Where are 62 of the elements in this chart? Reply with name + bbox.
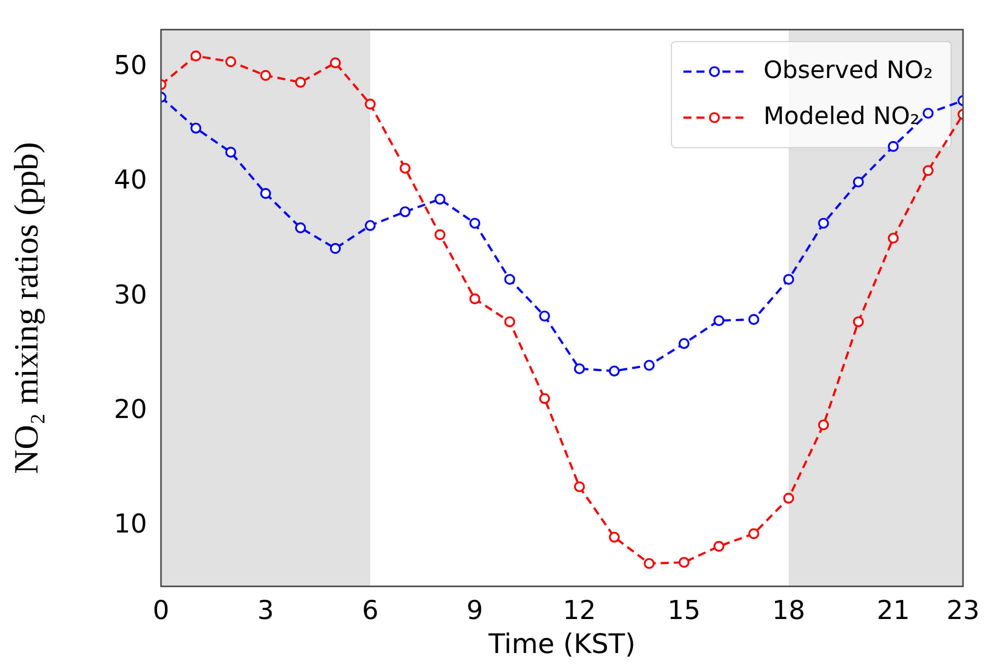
point <box>225 146 236 158</box>
point <box>504 274 516 285</box>
point <box>852 176 864 188</box>
point <box>888 141 899 152</box>
x-axis-title: Time (KST) <box>487 628 636 660</box>
point <box>608 366 620 376</box>
point <box>504 316 516 328</box>
point <box>434 229 446 240</box>
point <box>260 188 272 199</box>
y-tick-label: 20 <box>114 394 147 425</box>
point <box>678 556 690 568</box>
point <box>295 76 306 88</box>
point <box>364 98 376 110</box>
point <box>190 50 202 62</box>
point <box>644 360 655 371</box>
point <box>714 315 724 326</box>
point <box>783 492 794 504</box>
point <box>783 274 794 285</box>
point <box>818 218 829 229</box>
point <box>539 310 550 322</box>
point <box>330 243 341 254</box>
point <box>818 419 829 430</box>
point <box>469 218 480 229</box>
point <box>748 528 760 540</box>
y-tick-label: 30 <box>114 280 147 310</box>
x-tick-label: 15 <box>667 596 701 626</box>
x-tick-label: 0 <box>152 596 170 626</box>
point <box>260 70 272 81</box>
x-tick-label: 3 <box>257 596 274 626</box>
point <box>295 222 306 234</box>
point <box>225 56 236 68</box>
point <box>469 293 480 304</box>
point <box>714 540 724 552</box>
point <box>400 162 410 174</box>
point <box>364 220 376 231</box>
point <box>678 338 690 349</box>
legend-label: Modeled NO₂ <box>763 102 920 130</box>
point <box>400 206 410 218</box>
point <box>852 316 864 328</box>
y-tick-label: 40 <box>114 166 147 196</box>
point <box>922 108 934 119</box>
x-tick-label: 6 <box>362 596 378 626</box>
y-tick-label: 50 <box>114 51 147 82</box>
x-tick-label: 12 <box>562 596 596 626</box>
point <box>888 232 899 244</box>
point <box>748 314 760 325</box>
point <box>330 57 341 68</box>
point <box>574 363 585 374</box>
y-tick-label: 10 <box>114 509 147 540</box>
legend-label: Observed NO₂ <box>763 56 934 84</box>
y-axis-title: NO₂ mixing ratios (ppb) <box>8 142 46 474</box>
point <box>434 194 446 205</box>
point <box>608 532 620 543</box>
x-tick-label: 21 <box>876 596 910 626</box>
point <box>922 165 934 176</box>
x-tick-label: 18 <box>772 596 806 626</box>
point <box>190 122 202 134</box>
x-tick-label: 23 <box>946 596 980 626</box>
point <box>539 393 550 404</box>
x-tick-label: 9 <box>466 596 484 626</box>
point <box>644 558 655 569</box>
point <box>574 481 585 492</box>
